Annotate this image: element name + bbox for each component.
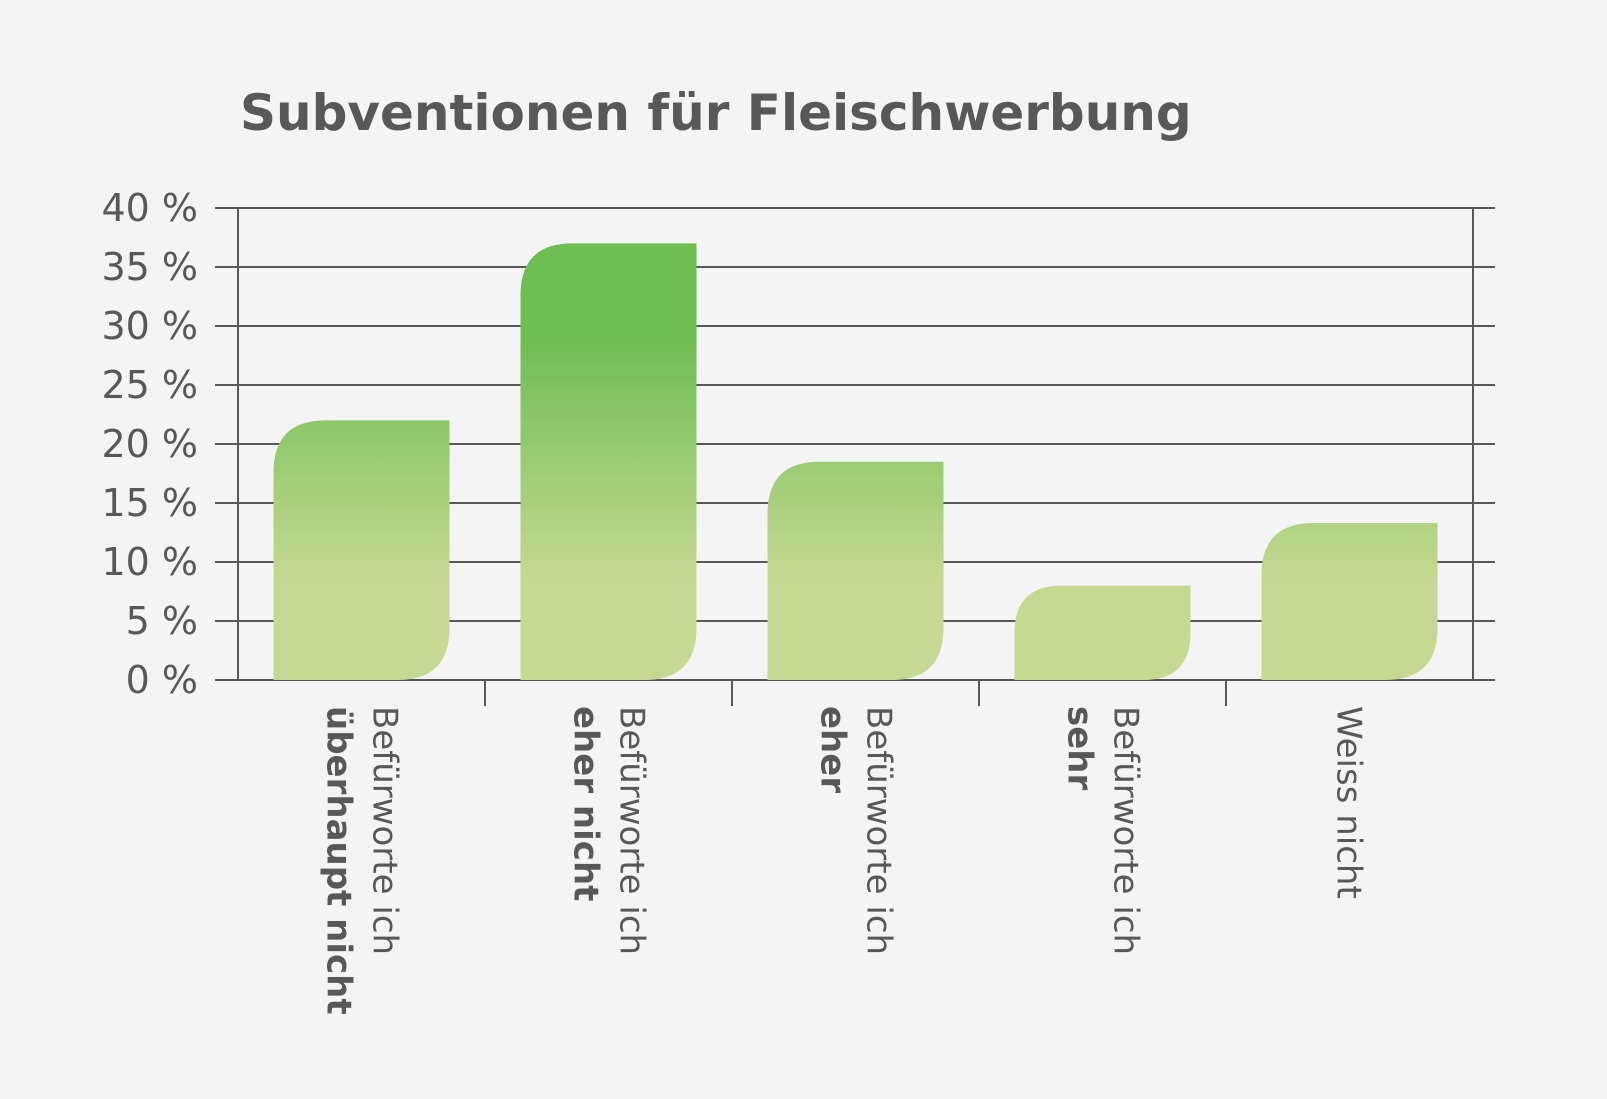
y-tick-label: 40 %: [101, 186, 198, 230]
y-tick-label: 10 %: [101, 540, 198, 584]
x-tick-label-line1: Befürworte ich: [612, 706, 652, 955]
bar: [1261, 523, 1438, 680]
y-tick-label: 35 %: [101, 245, 198, 289]
x-tick-label-line1: Befürworte ich: [365, 706, 405, 955]
chart-title: Subventionen für Fleischwerbung: [240, 84, 1192, 142]
bar: [767, 461, 944, 680]
axes: [237, 208, 1474, 706]
y-tick-label: 15 %: [101, 481, 198, 525]
bar: [520, 243, 697, 680]
x-tick-label-line1: Befürworte ich: [859, 706, 899, 955]
y-tick-label: 20 %: [101, 422, 198, 466]
x-tick-label: Weiss nicht: [1329, 706, 1369, 899]
x-tick-label-line1: Befürworte ich: [1106, 706, 1146, 955]
x-tick-label-line2: eher: [813, 706, 853, 793]
x-tick-label-line1: Weiss nicht: [1329, 706, 1369, 899]
y-tick-labels: 0 % 5 % 10 % 15 % 20 % 25 % 30 % 35 % 40 %: [101, 186, 198, 702]
bar: [1014, 585, 1191, 680]
bars: [273, 243, 1438, 680]
x-tick-label-line2: sehr: [1060, 706, 1100, 791]
x-tick-label-line2: überhaupt nicht: [319, 706, 359, 1015]
y-tick-label: 25 %: [101, 363, 198, 407]
y-tick-label: 30 %: [101, 304, 198, 348]
x-tick-label-line2: eher nicht: [566, 706, 606, 901]
y-tick-label: 0 %: [126, 658, 198, 702]
y-tick-label: 5 %: [126, 599, 198, 643]
bar: [273, 420, 450, 680]
